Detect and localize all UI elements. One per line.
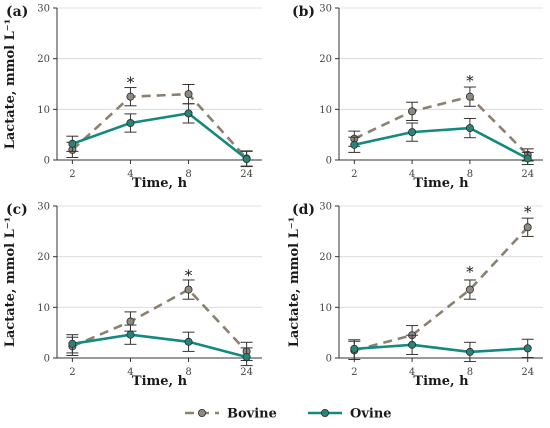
series-line-ovine	[72, 333, 247, 359]
legend: Bovine Ovine	[185, 407, 392, 422]
data-point-ovine	[242, 352, 251, 361]
data-point-bovine	[126, 92, 135, 101]
x-tick-label: 24	[240, 367, 253, 378]
legend-label-ovine: Ovine	[350, 407, 392, 422]
data-point-ovine	[523, 344, 532, 353]
x-tick-label: 8	[185, 169, 191, 180]
y-tick-label: 30	[37, 4, 50, 15]
significance-marker: *	[185, 266, 193, 284]
series-line-bovine	[353, 95, 529, 156]
x-tick-label: 4	[409, 169, 415, 180]
x-tick-label: 8	[467, 169, 473, 180]
data-point-bovine	[126, 317, 135, 326]
y-tick-label: 30	[319, 4, 332, 15]
series-bovine	[66, 279, 253, 362]
data-point-ovine	[126, 119, 135, 128]
significance-marker: *	[127, 73, 135, 91]
series-bovine	[348, 86, 534, 162]
y-tick-label: 0	[44, 156, 50, 167]
data-point-ovine	[350, 140, 359, 149]
panel-label: (c)	[6, 202, 28, 218]
data-point-ovine	[68, 339, 77, 348]
y-tick-label: 20	[37, 252, 50, 263]
series-line-bovine	[71, 92, 248, 160]
series-ovine	[348, 334, 534, 363]
x-tick-label: 2	[69, 367, 75, 378]
y-tick-label: 30	[319, 202, 332, 213]
data-point-ovine	[408, 340, 417, 349]
series-ovine	[66, 103, 253, 168]
panel-label: (b)	[292, 4, 315, 20]
y-tick-label: 10	[37, 105, 50, 116]
x-axis-title: Time, h	[413, 176, 469, 191]
significance-marker: *	[524, 203, 532, 221]
data-point-ovine	[408, 128, 417, 137]
y-tick-label: 30	[37, 202, 50, 213]
data-point-bovine	[523, 223, 532, 232]
x-tick-label: 24	[521, 367, 534, 378]
data-point-ovine	[523, 154, 532, 163]
series-bovine	[348, 217, 534, 361]
data-point-ovine	[126, 330, 135, 339]
x-axis-title: Time, h	[132, 374, 188, 389]
significance-marker: *	[466, 263, 474, 281]
legend-marker-ovine	[320, 408, 329, 417]
y-tick-label: 10	[37, 303, 50, 314]
series-bovine	[66, 84, 253, 167]
y-tick-label: 20	[319, 252, 332, 263]
y-tick-label: 20	[37, 54, 50, 65]
data-point-bovine	[465, 92, 474, 101]
x-tick-label: 2	[351, 367, 357, 378]
x-tick-label: 24	[521, 169, 534, 180]
x-tick-label: 2	[69, 169, 75, 180]
panel-label: (d)	[292, 202, 315, 218]
legend-label-bovine: Bovine	[227, 407, 277, 422]
series-line-ovine	[354, 126, 529, 160]
data-point-bovine	[184, 90, 193, 99]
data-point-bovine	[408, 107, 417, 116]
x-tick-label: 24	[240, 169, 253, 180]
legend-marker-bovine	[197, 408, 206, 417]
significance-marker: *	[466, 72, 474, 90]
y-axis-title: Lactate, mmol L⁻¹	[3, 217, 18, 348]
x-tick-label: 8	[467, 367, 473, 378]
panel-label: (a)	[6, 4, 28, 20]
y-tick-label: 20	[319, 54, 332, 65]
y-axis-title: Lactate, mmol L⁻¹	[287, 217, 302, 348]
series-ovine	[66, 324, 253, 367]
y-axis-title: Lactate, mmol L⁻¹	[3, 19, 18, 150]
x-tick-label: 4	[409, 367, 415, 378]
data-point-bovine	[465, 285, 474, 294]
y-tick-label: 10	[319, 105, 332, 116]
x-axis-title: Time, h	[413, 374, 469, 389]
data-point-ovine	[350, 344, 359, 353]
data-point-ovine	[465, 347, 474, 356]
series-line-bovine	[71, 288, 248, 353]
y-tick-label: 0	[326, 354, 332, 365]
y-tick-label: 0	[44, 354, 50, 365]
y-tick-label: 0	[326, 156, 332, 167]
data-point-ovine	[184, 109, 193, 118]
data-point-bovine	[184, 285, 193, 294]
x-tick-label: 2	[351, 169, 357, 180]
data-point-ovine	[184, 337, 193, 346]
x-axis-title: Time, h	[132, 176, 188, 191]
series-ovine	[348, 117, 534, 166]
y-tick-label: 10	[319, 303, 332, 314]
series-line-bovine	[353, 226, 529, 352]
x-tick-label: 8	[185, 367, 191, 378]
series-line-ovine	[71, 112, 248, 161]
x-tick-label: 4	[127, 367, 133, 378]
data-point-ovine	[242, 154, 251, 163]
series-line-ovine	[354, 343, 528, 354]
data-point-ovine	[465, 124, 474, 133]
data-point-ovine	[68, 139, 77, 148]
x-tick-label: 4	[127, 169, 133, 180]
